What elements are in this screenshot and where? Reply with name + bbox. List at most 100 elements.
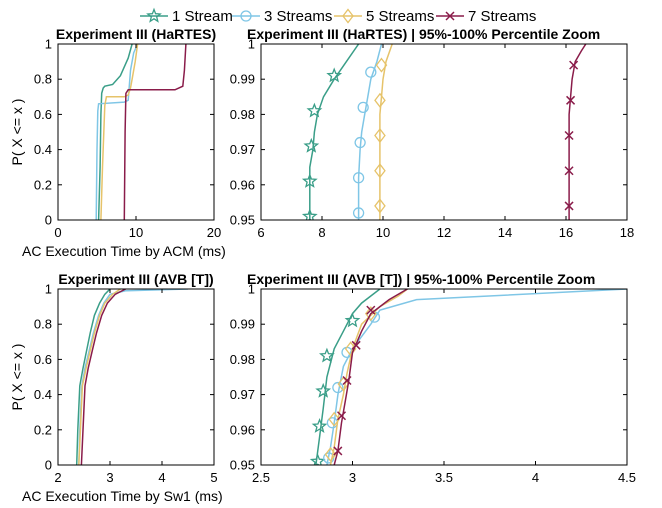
series-line-5-streams	[78, 289, 121, 465]
x-tick-label: 18	[620, 225, 634, 240]
data-point-x	[366, 305, 376, 315]
x-tick-label: 2	[54, 470, 61, 485]
x-tick-label: 4	[158, 470, 165, 485]
panel-title: Experiment III (HaRTES) | 95%-100% Perce…	[247, 26, 600, 42]
y-tick-label: 1	[248, 37, 255, 52]
x-tick-label: 10	[129, 225, 143, 240]
panel-3: 2 3 4 5 0 0.2 0.4 0.6 0.8 1 Experiment III (AVB [T…	[9, 271, 223, 504]
legend-marker-x	[445, 11, 455, 21]
axes-frame	[57, 288, 215, 466]
y-tick-label: 0.8	[34, 317, 52, 332]
series-line-7-streams	[333, 289, 408, 465]
data-point-star	[303, 137, 320, 153]
x-tick-label: 3	[106, 470, 113, 485]
x-tick-label: 14	[498, 225, 512, 240]
y-tick-label: 0.4	[34, 142, 52, 157]
data-point-circle	[354, 136, 366, 149]
legend-marker-x-stroke-b	[445, 11, 455, 21]
data-point-circle	[365, 66, 377, 78]
series-group	[309, 289, 627, 465]
data-point-x-stroke-b	[564, 130, 574, 141]
x-axis-label: AC Execution Time by Sw1 (ms)	[22, 488, 223, 504]
panel-title: Experiment III (HaRTES)	[56, 26, 216, 42]
data-point-diamond	[328, 411, 341, 427]
data-point-x	[569, 60, 579, 70]
x-tick-label: 3.5	[435, 470, 453, 485]
legend-label: 7 Streams	[468, 8, 536, 25]
legend-label: 3 Streams	[264, 8, 332, 25]
data-point-x	[564, 166, 574, 176]
data-point-x	[336, 411, 347, 421]
data-point-diamond	[374, 92, 386, 108]
plot-area	[58, 44, 214, 220]
data-point-star	[301, 208, 318, 220]
data-point-x-stroke-b	[564, 166, 574, 176]
data-point-diamond	[324, 446, 337, 463]
y-tick-label: 0.99	[230, 72, 255, 87]
data-point-x	[566, 95, 576, 105]
data-point-circle	[323, 452, 335, 464]
data-point-x	[351, 340, 361, 350]
series-line-3-streams	[357, 44, 383, 220]
legend-label: 1 Stream	[172, 8, 233, 25]
x-tick-label: 0	[54, 225, 61, 240]
data-point-x	[342, 375, 352, 386]
x-axis-label: AC Execution Time by ACM (ms)	[22, 243, 226, 259]
data-point-diamond	[374, 163, 386, 179]
y-tick-label: 0.96	[230, 177, 255, 192]
series-group	[95, 44, 187, 220]
y-tick-label: 0.8	[34, 72, 52, 87]
x-tick-label: 10	[376, 225, 390, 240]
y-tick-label: 0	[45, 458, 52, 473]
data-point-x-stroke-b	[342, 375, 352, 386]
series-line-1-stream	[97, 44, 133, 220]
y-tick-label: 0.6	[34, 352, 52, 367]
series-line-7-streams	[80, 289, 126, 465]
y-tick-label: 0.4	[34, 387, 52, 402]
panel-title: Experiment III (AVB [T]) | 95%-100% Perc…	[247, 271, 595, 287]
data-point-star	[306, 102, 323, 118]
panel-4: 2.5 3 3.5 4 4.5 0.95 0.96 0.97 0.98 0.99 1Experime…	[230, 271, 636, 485]
data-point-diamond	[375, 57, 388, 73]
series-line-7-streams	[123, 44, 187, 220]
y-tick-label: 0.2	[34, 422, 52, 437]
y-tick-label: 0.96	[230, 422, 255, 437]
y-tick-label: 1	[248, 282, 255, 297]
legend: 1 Stream 3 Streams 5 Streams 7 Streams	[140, 7, 536, 25]
y-tick-label: 0.2	[34, 177, 52, 192]
data-point-x-stroke-b	[351, 340, 361, 350]
y-tick-label: 0.98	[230, 352, 255, 367]
data-point-circle	[352, 172, 365, 184]
panel-1: 0 10 20 0 0.2 0.4 0.6 0.8 1 Experiment III (HaRTE…	[9, 26, 226, 259]
x-tick-label: 2.5	[252, 470, 270, 485]
legend-item-4: 7 Streams	[436, 8, 536, 25]
y-tick-label: 0.95	[230, 458, 255, 473]
plot-area	[261, 289, 627, 465]
y-tick-label: 0.97	[230, 142, 255, 157]
data-point-x-stroke-b	[336, 411, 347, 421]
panel-title: Experiment III (AVB [T])	[58, 271, 213, 287]
legend-item-1: 1 Stream	[140, 7, 233, 25]
series-line-1-stream	[75, 289, 111, 465]
data-point-star	[326, 67, 343, 83]
x-tick-label: 4	[532, 470, 539, 485]
y-tick-label: 1	[45, 37, 52, 52]
y-tick-label: 0.99	[230, 317, 255, 332]
x-tick-label: 6	[257, 225, 264, 240]
legend-marker-circle	[240, 10, 252, 22]
data-point-x-stroke-b	[333, 446, 343, 456]
data-point-diamond	[374, 198, 386, 214]
legend-item-3: 5 Streams	[334, 8, 434, 25]
data-point-star	[318, 347, 335, 363]
data-point-x-stroke-b	[566, 95, 576, 105]
data-point-x-stroke-b	[569, 60, 579, 70]
data-point-star	[309, 453, 326, 465]
series-line-3-streams	[95, 44, 139, 220]
data-point-x-stroke-b	[564, 201, 574, 211]
data-point-x	[333, 446, 343, 456]
series-line-7-streams	[568, 44, 587, 220]
data-point-star	[315, 382, 332, 398]
panel-2: 6 8 10 12 14 16 18 0.95 0.96 0.97 0.98 0.99 1Experim…	[230, 26, 635, 240]
y-tick-label: 0.97	[230, 387, 255, 402]
